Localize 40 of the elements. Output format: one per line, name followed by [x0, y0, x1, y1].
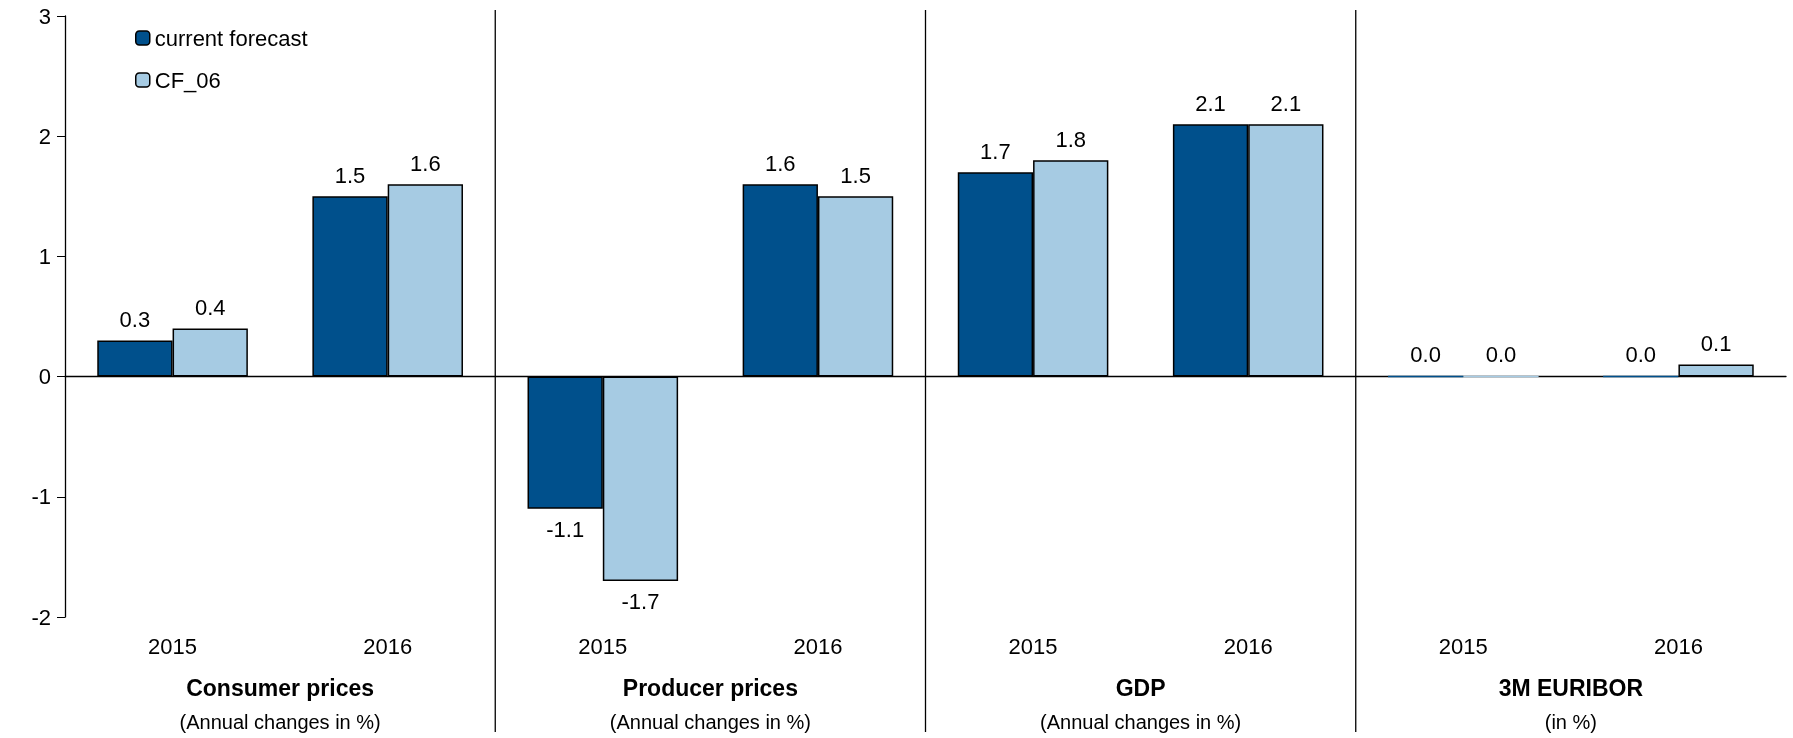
y-tick-label: -1: [31, 484, 51, 510]
text: (in %): [1544, 711, 1597, 733]
text: (Annual changes in %): [179, 711, 381, 733]
text: 3M EURIBOR: [1498, 674, 1644, 701]
data-label: 0.1: [1700, 331, 1732, 357]
data-label: 0.0: [1625, 342, 1657, 368]
y-tick-label: 0: [38, 364, 51, 390]
data-label: 0.4: [194, 295, 226, 321]
x-tick-label: 2015: [148, 633, 198, 659]
text: (Annual changes in %): [609, 711, 811, 733]
x-tick-label: 2015: [1438, 633, 1488, 659]
data-label: 1.6: [410, 150, 441, 176]
data-label: 0.3: [119, 307, 151, 333]
x-tick-label: 2016: [1223, 633, 1273, 659]
x-tick-label: 2016: [363, 633, 413, 659]
data-label: -1.7: [621, 589, 660, 615]
data-label: 1.5: [334, 162, 366, 188]
data-label: -1.1: [546, 517, 585, 543]
legend-label: current forecast: [154, 25, 308, 51]
data-label: 1.6: [764, 150, 796, 176]
y-tick-label: 3: [38, 3, 51, 29]
data-label: 2.1: [1270, 90, 1302, 116]
legend-label: CF_06: [154, 67, 221, 93]
x-tick-label: 2016: [793, 633, 843, 659]
data-label: 1.5: [840, 162, 871, 188]
data-label: 1.7: [980, 138, 1011, 164]
text: Consumer prices: [186, 674, 375, 701]
data-label: 0.0: [1485, 342, 1517, 368]
x-tick-label: 2015: [1008, 633, 1058, 659]
y-tick-label: -2: [31, 604, 51, 630]
text: (Annual changes in %): [1040, 711, 1242, 733]
x-tick-label: 2015: [578, 633, 628, 659]
y-tick-label: 2: [38, 123, 51, 149]
data-label: 0.0: [1410, 342, 1441, 368]
y-tick-label: 1: [38, 243, 51, 269]
text: Producer prices: [622, 674, 798, 701]
x-tick-label: 2016: [1653, 633, 1703, 659]
text: GDP: [1115, 674, 1166, 701]
data-label: 1.8: [1055, 126, 1087, 152]
data-label: 2.1: [1195, 90, 1226, 116]
